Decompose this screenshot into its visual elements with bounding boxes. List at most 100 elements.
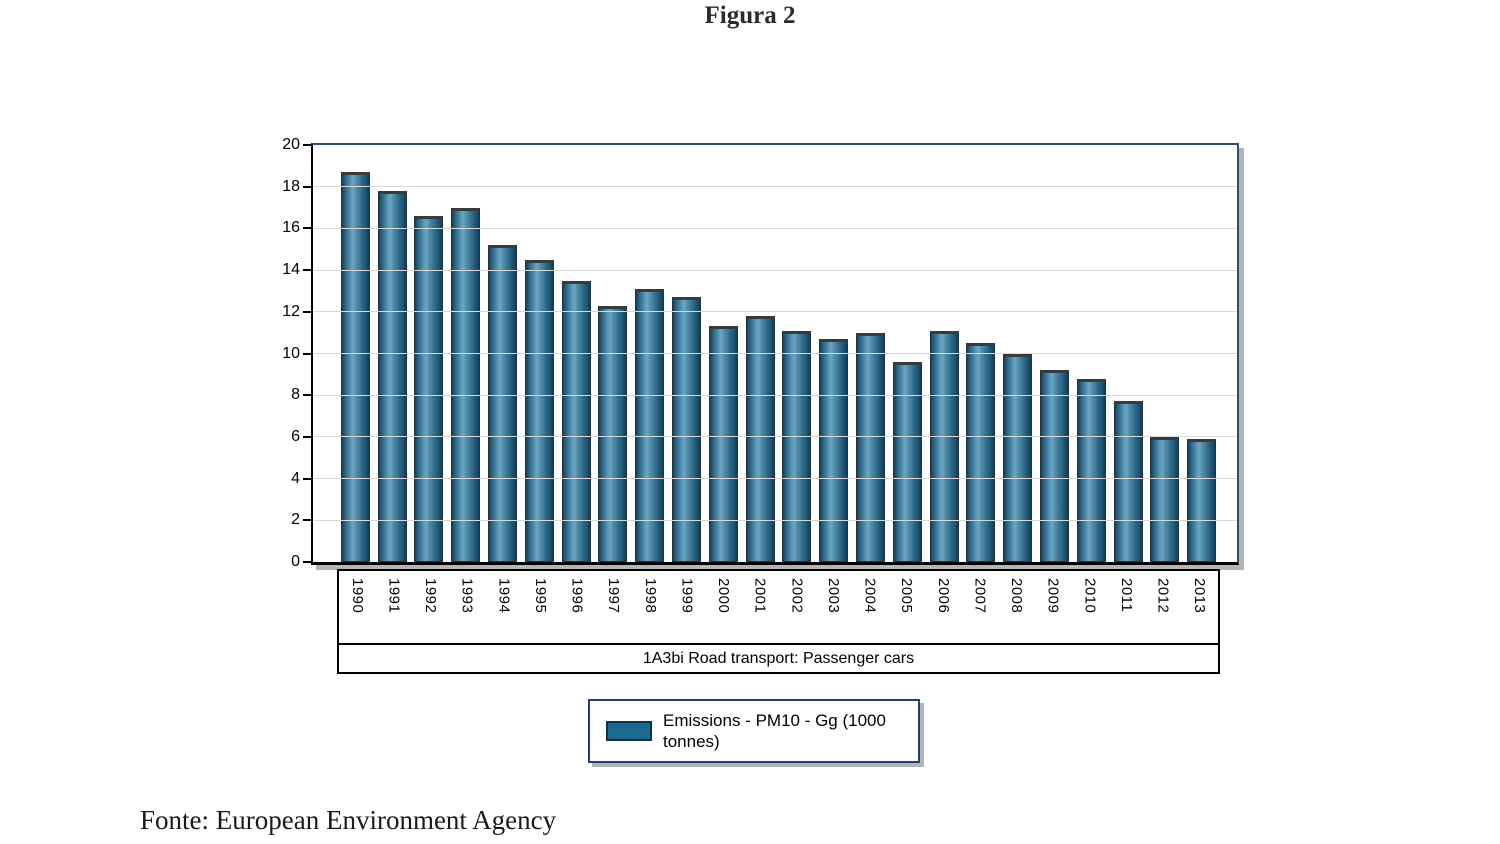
x-axis-tick: 2002 [779,571,816,643]
bar [745,315,775,562]
bar-slot [742,145,779,562]
bar [1113,401,1143,562]
x-axis-tick: 2008 [998,571,1035,643]
bar [451,207,481,562]
y-axis-tick-label: 8 [291,386,300,404]
bar [1187,439,1217,562]
gridline [313,519,1237,521]
gridline [313,394,1237,396]
y-axis-tick-label: 20 [282,136,300,153]
x-axis-tick-label: 1992 [422,578,440,614]
y-axis-tick [303,435,312,438]
bar-slot [963,145,1000,562]
plot-area [303,143,1239,565]
bar-slot [1036,145,1073,562]
legend-swatch [606,721,652,741]
x-axis-tick-label: 2010 [1081,578,1099,614]
y-axis-tick-label: 12 [282,302,300,320]
bar-slot [999,145,1036,562]
x-axis-tick: 1995 [522,571,559,643]
y-axis-tick [303,477,312,480]
x-axis-title: 1A3bi Road transport: Passenger cars [339,643,1218,672]
x-axis-tick-label: 1999 [678,578,696,614]
y-axis-tick-label: 10 [282,344,300,362]
x-axis-tick-label: 1990 [348,578,366,614]
x-axis-tick: 2010 [1072,571,1109,643]
bar [782,330,812,562]
bar-slot [484,145,521,562]
bar [635,288,665,562]
x-axis-tick: 1994 [486,571,523,643]
y-axis-tick [303,269,312,272]
bar-slot [631,145,668,562]
bar [672,297,702,562]
x-axis-tick-label: 2008 [1008,578,1026,614]
bar-slot [411,145,448,562]
x-axis-tick-label: 2003 [824,578,842,614]
bar-slot [815,145,852,562]
bar [892,361,922,562]
y-axis-tick-label: 16 [282,219,300,237]
bar-slot [1073,145,1110,562]
y-axis-tick [303,519,312,522]
x-axis-tick-label: 2013 [1191,578,1209,614]
bar [561,280,591,562]
bar-slot [705,145,742,562]
bar [1040,370,1070,562]
bar-slot [521,145,558,562]
x-axis-tick: 1993 [449,571,486,643]
bar-slot [337,145,374,562]
bar-slot [558,145,595,562]
x-axis-tick-label: 2001 [751,578,769,614]
bar-slot [668,145,705,562]
x-axis-tick: 1999 [669,571,706,643]
x-axis-tick-label: 1991 [385,578,403,614]
x-axis-tick-label: 2004 [861,578,879,614]
x-axis-tick-label: 1993 [458,578,476,614]
bar [414,215,444,562]
x-axis-tick: 2011 [1108,571,1145,643]
bar-slot [1183,145,1220,562]
x-axis-tick: 2013 [1181,571,1218,643]
x-axis-tick-label: 2009 [1044,578,1062,614]
x-axis-tick: 1996 [559,571,596,643]
x-axis-tick-label: 2002 [788,578,806,614]
gridline [313,478,1237,480]
x-axis-tick-label: 1998 [641,578,659,614]
bar-slot [374,145,411,562]
y-axis-tick [303,144,312,146]
gridline [313,353,1237,354]
bar [856,332,886,562]
gridline [313,227,1237,229]
x-axis-tick: 1992 [412,571,449,643]
x-axis-tick: 1998 [632,571,669,643]
y-axis-tick [303,227,312,230]
y-axis-tick-label: 6 [291,427,300,445]
y-axis-tick-label: 4 [291,469,300,487]
y-axis-tick [303,310,312,313]
legend-label: Emissions - PM10 - Gg (1000 tonnes) [663,711,886,751]
bar [708,326,738,562]
y-axis-tick-label: 2 [291,511,300,529]
bar [488,245,518,562]
x-axis-tick-label: 2005 [898,578,916,614]
x-axis-tick: 2009 [1035,571,1072,643]
gridline [313,311,1237,313]
x-axis-box: 1990 1991 1992 1993 1994 1995 1996 1997 1998 1999… [337,569,1220,674]
bar-slot [447,145,484,562]
y-axis-tick-label: 18 [282,177,300,195]
x-axis-tick: 2006 [925,571,962,643]
x-axis-tick: 2012 [1145,571,1182,643]
source-note: Fonte: European Environment Agency [140,805,557,835]
x-axis-tick-label: 2006 [934,578,952,614]
bar-slot [1110,145,1147,562]
bar [524,259,554,562]
y-axis-tick [303,352,312,355]
gridline [313,269,1237,271]
legend: Emissions - PM10 - Gg (1000 tonnes) [588,699,920,763]
bar [598,305,628,562]
x-axis-tick: 1997 [595,571,632,643]
x-axis-tick-label: 2011 [1117,578,1135,613]
x-axis-tick: 1990 [339,571,376,643]
y-axis: 0 2 4 6 8 10 12 14 16 18 20 [230,136,300,570]
